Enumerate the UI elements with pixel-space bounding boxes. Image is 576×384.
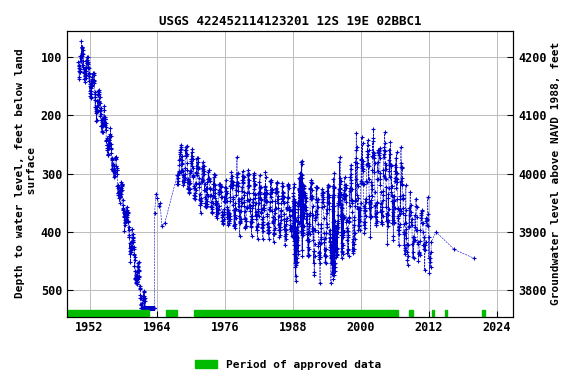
Bar (166, 310, 177, 316)
Bar (194, 310, 397, 316)
Title: USGS 422452114123201 12S 19E 02BBC1: USGS 422452114123201 12S 19E 02BBC1 (159, 15, 422, 28)
Bar (482, 310, 485, 316)
Y-axis label: Groundwater level above NAVD 1988, feet: Groundwater level above NAVD 1988, feet (551, 42, 561, 305)
Bar (431, 310, 434, 316)
Y-axis label: Depth to water level, feet below land
 surface: Depth to water level, feet below land su… (15, 49, 37, 298)
Bar (67, 310, 149, 316)
Bar (409, 310, 413, 316)
Bar (445, 310, 448, 316)
Legend: Period of approved data: Period of approved data (191, 356, 385, 375)
